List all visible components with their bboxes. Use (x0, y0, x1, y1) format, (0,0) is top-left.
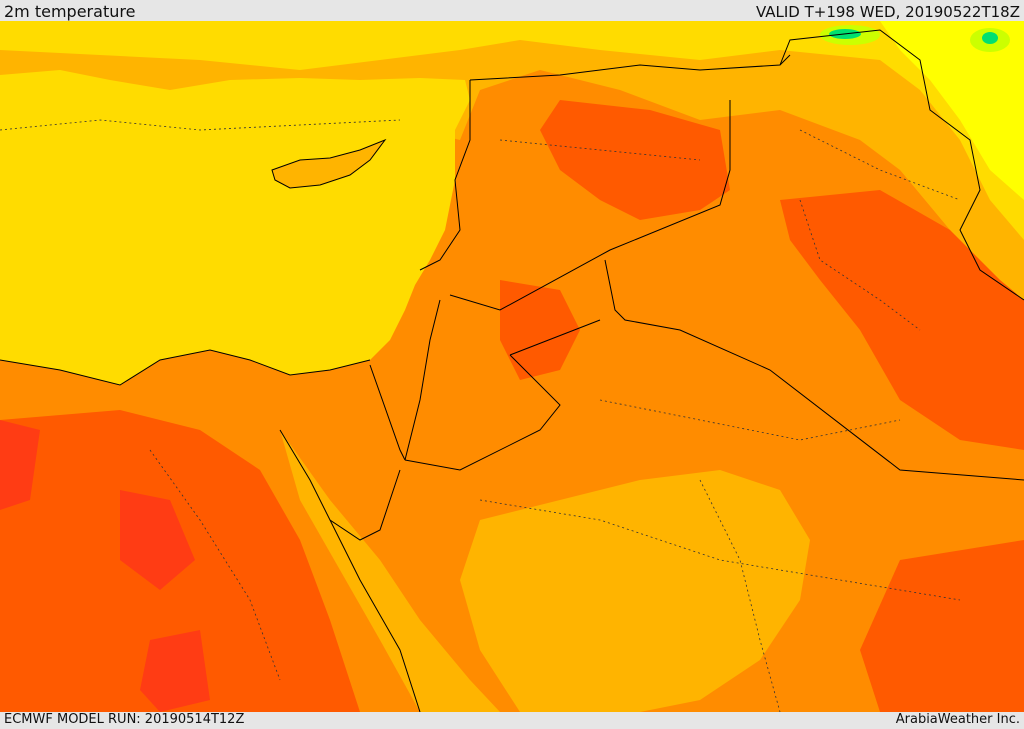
credit: ArabiaWeather Inc. (895, 712, 1020, 727)
model-run: ECMWF MODEL RUN: 20190514T12Z (4, 712, 245, 727)
saudi-warm (460, 470, 810, 712)
egypt-extreme-2 (0, 420, 40, 510)
egypt-extreme (120, 490, 195, 590)
syria-hot (540, 100, 730, 220)
temperature-map (0, 21, 1024, 712)
map-title: 2m temperature (4, 2, 136, 21)
saudi-east-very-hot (860, 540, 1024, 712)
footer-bar: ECMWF MODEL RUN: 20190514T12Z ArabiaWeat… (0, 712, 1024, 729)
header-bar: 2m temperature VALID T+198 WED, 20190522… (0, 0, 1024, 21)
province-borders (0, 119, 961, 712)
iraq-hot (780, 190, 1024, 450)
red-sea-warm (280, 430, 500, 712)
country-borders (0, 29, 1024, 712)
mediterranean-sea (0, 70, 470, 385)
cyprus-island (271, 138, 387, 189)
egypt-extreme-3 (140, 630, 210, 712)
cold-spot-1 (982, 32, 998, 44)
jordan-hot (500, 280, 580, 380)
turkey-mild (880, 21, 1024, 200)
valid-time: VALID T+198 WED, 20190522T18Z (755, 3, 1020, 21)
